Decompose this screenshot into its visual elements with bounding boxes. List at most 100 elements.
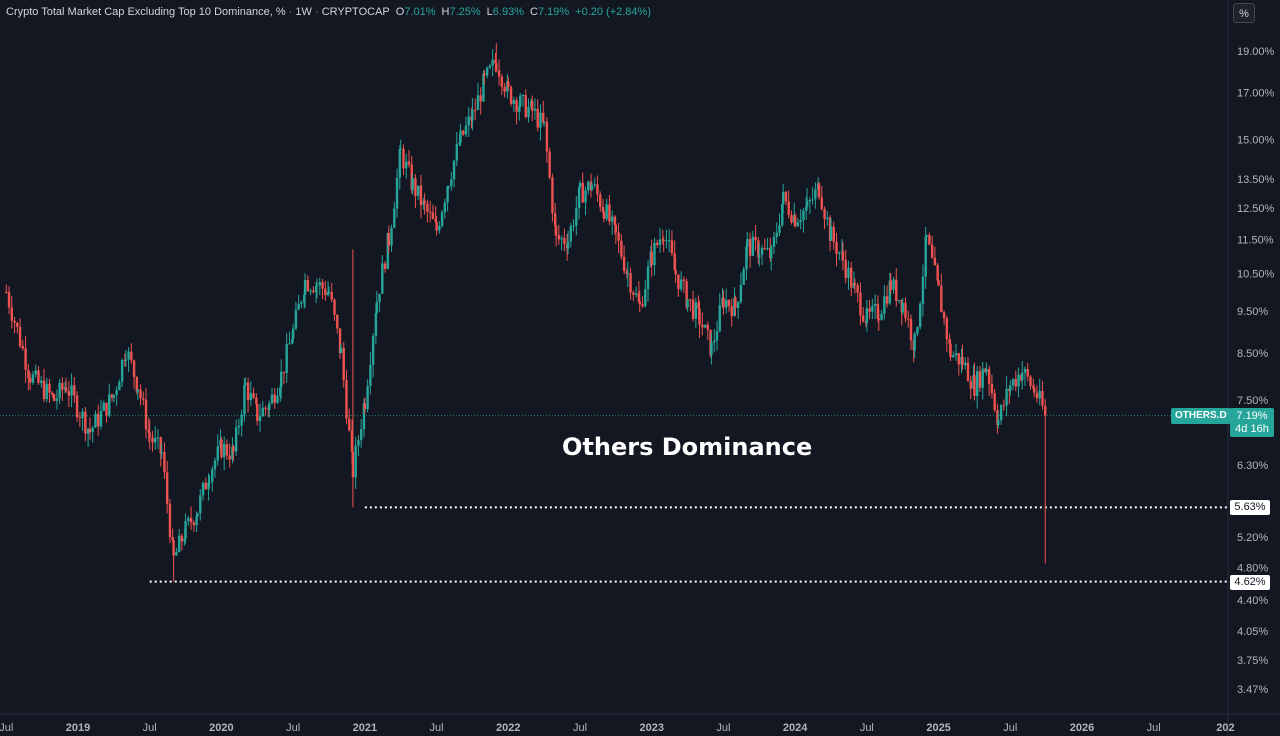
candle-body	[553, 213, 557, 227]
x-tick-label: 2024	[783, 722, 808, 734]
candle-body	[405, 161, 408, 169]
candle-body	[925, 235, 928, 237]
candle-body	[665, 240, 668, 242]
candle-body	[91, 427, 94, 433]
x-tick-label: 2022	[496, 722, 520, 734]
candle-body	[706, 324, 709, 330]
candle-body	[440, 212, 444, 227]
candle-body	[52, 394, 56, 401]
candle-body	[399, 148, 402, 150]
candle-body	[999, 405, 1003, 421]
candle-body	[724, 300, 728, 308]
candle-body	[933, 257, 937, 266]
candle-body	[374, 313, 378, 337]
candle-body	[844, 259, 847, 279]
candle-body	[670, 240, 674, 254]
candle-body	[1032, 385, 1035, 388]
candle-body	[151, 437, 154, 443]
candle-body	[674, 269, 677, 275]
candle-body	[58, 382, 61, 399]
level-tag-lower: 4.62%	[1230, 575, 1270, 590]
candle-body	[772, 237, 776, 248]
candle-body	[160, 452, 163, 454]
candle-body	[342, 347, 345, 381]
candle-body	[156, 437, 160, 439]
candle-body	[300, 302, 303, 304]
candle-body	[315, 285, 319, 287]
candle-body	[770, 247, 773, 259]
y-tick-label: 4.40%	[1237, 595, 1268, 607]
x-tick-label: Jul	[286, 722, 300, 734]
candle-body	[644, 289, 647, 307]
candle-body	[509, 86, 513, 104]
candle-body	[656, 242, 659, 245]
candle-body	[362, 403, 366, 430]
candle-body	[883, 296, 886, 314]
candle-body	[746, 239, 749, 247]
candle-body	[483, 73, 486, 76]
low-value: 6.93%	[492, 6, 524, 18]
candle-body	[28, 377, 32, 383]
candle-body	[398, 149, 401, 178]
candle-body	[646, 266, 650, 290]
candle-body	[548, 151, 551, 178]
candle-body	[1011, 379, 1015, 386]
candle-body	[545, 121, 549, 152]
candle-body	[888, 280, 892, 304]
interval-label[interactable]: 1W	[295, 6, 312, 18]
candle-body	[291, 339, 294, 344]
y-tick-label: 5.20%	[1237, 532, 1268, 544]
candle-body	[679, 279, 683, 290]
candle-body	[115, 390, 118, 396]
candle-body	[184, 521, 187, 539]
candle-body	[587, 181, 590, 191]
candle-body	[823, 209, 826, 219]
candle-body	[682, 279, 686, 282]
candle-body	[802, 210, 805, 221]
candle-body	[249, 393, 253, 401]
exchange-label: CRYPTOCAP	[321, 6, 390, 18]
x-tick-label: 2023	[639, 722, 663, 734]
candle-body	[139, 389, 142, 399]
candle-body	[871, 305, 874, 312]
candle-body	[629, 273, 632, 293]
candle-body	[601, 206, 605, 212]
candle-body	[135, 376, 139, 392]
candle-body	[1005, 388, 1008, 406]
candle-body	[216, 446, 219, 461]
candle-body	[279, 371, 283, 388]
y-tick-label: 9.50%	[1237, 306, 1268, 318]
percent-scale-button[interactable]: %	[1233, 3, 1255, 23]
candle-body	[1026, 368, 1029, 377]
candle-body	[86, 428, 90, 434]
candle-body	[309, 290, 312, 292]
candle-body	[252, 393, 255, 398]
candle-body	[1035, 392, 1039, 399]
candle-body	[817, 183, 821, 198]
x-tick-label: Jul	[0, 722, 13, 734]
candle-body	[45, 383, 48, 400]
candle-body	[51, 392, 54, 395]
candle-body	[996, 409, 999, 425]
candle-body	[614, 224, 618, 233]
candle-body	[276, 395, 279, 403]
candle-body	[536, 108, 539, 128]
last-price-value: 7.19%	[1236, 410, 1268, 422]
candle-body	[686, 299, 689, 308]
x-tick-label: 2020	[209, 722, 233, 734]
y-tick-label: 11.50%	[1237, 234, 1274, 246]
candle-body	[387, 232, 390, 246]
candle-body	[118, 381, 121, 391]
candle-body	[446, 186, 449, 203]
candle-body	[419, 185, 423, 206]
candle-body	[877, 318, 881, 320]
candle-body	[954, 353, 958, 356]
candle-body	[997, 420, 1000, 425]
candle-body	[868, 308, 871, 312]
candle-body	[426, 203, 429, 212]
candle-body	[70, 385, 73, 396]
candle-body	[130, 351, 133, 361]
candle-body	[1041, 390, 1044, 406]
candle-body	[24, 348, 27, 370]
